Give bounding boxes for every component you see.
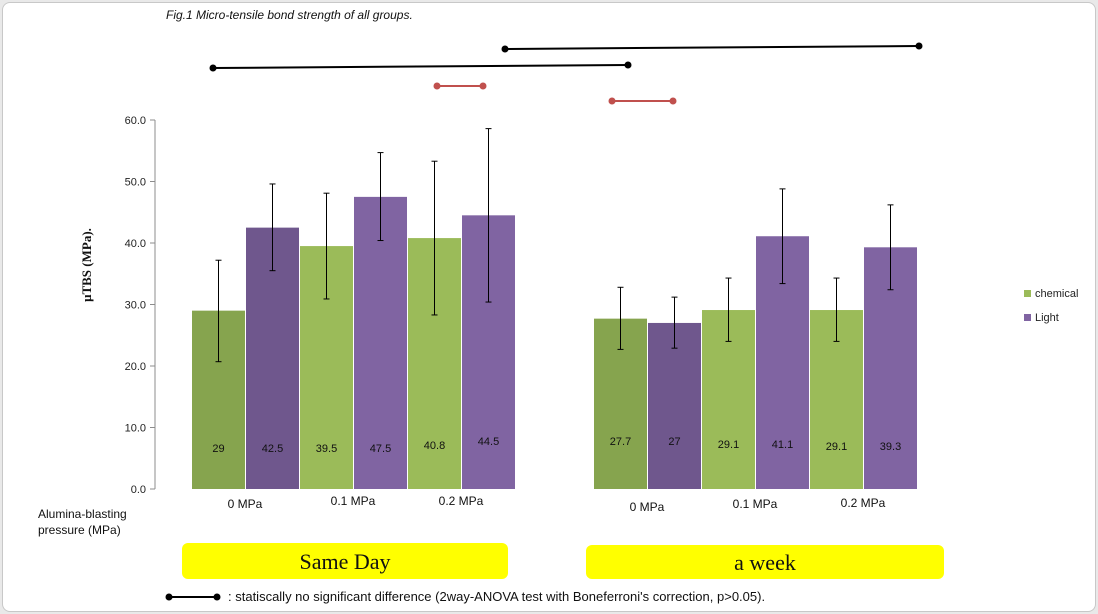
significance-endpoint	[608, 97, 616, 105]
category-label: 0 MPa	[228, 497, 263, 511]
category-label: 0.2 MPa	[439, 494, 484, 508]
significance-brackets	[209, 42, 923, 105]
footnote-text: : statiscally no significant difference …	[228, 589, 765, 604]
y-tick-label: 60.0	[125, 115, 146, 127]
error-bars	[215, 128, 894, 363]
significance-endpoint	[209, 64, 217, 72]
y-tick-label: 10.0	[125, 423, 146, 435]
bar-light-a-week-0	[648, 322, 701, 489]
significance-endpoint	[624, 61, 632, 69]
data-labels: 29 42.5 39.5 47.5 40.8 44.5 27.7 27 29.1 41.1 29.1…	[212, 436, 901, 455]
data-label: 41.1	[772, 439, 793, 451]
y-axis: 0.0 10.0 20.0 30.0 40.0 50.0 60.0	[125, 115, 156, 496]
data-label: 27.7	[610, 436, 631, 448]
category-label: 0.1 MPa	[733, 497, 778, 511]
category-label: 0.1 MPa	[331, 494, 376, 508]
data-label: 39.5	[316, 443, 337, 455]
x-axis-title-line-2: pressure (MPa)	[38, 523, 121, 537]
y-tick-label: 20.0	[125, 361, 146, 373]
group-label: a week	[734, 550, 796, 575]
data-label: 47.5	[370, 443, 391, 455]
significance-endpoint	[433, 82, 441, 90]
footnote-line-endpoint-left	[165, 593, 173, 601]
data-label: 27	[668, 436, 680, 448]
group-box-same-day	[182, 543, 508, 579]
data-label: 29.1	[826, 441, 847, 453]
y-tick-label: 40.0	[125, 238, 146, 250]
chart-canvas: Fig.1 Micro-tensile bond strength of all…	[38, 8, 1078, 604]
x-axis-title-line-1: Alumina-blasting	[38, 507, 127, 521]
y-tick-label: 0.0	[131, 484, 146, 496]
legend-swatch-chemical	[1024, 290, 1031, 297]
data-label: 39.3	[880, 441, 901, 453]
data-label: 42.5	[262, 443, 283, 455]
significance-endpoint	[915, 42, 923, 50]
group-box-a-week	[586, 545, 944, 579]
group-boxes: Same Day a week	[182, 543, 944, 579]
y-tick-label: 50.0	[125, 177, 146, 189]
figure-title: Fig.1 Micro-tensile bond strength of all…	[166, 8, 413, 22]
significance-line	[504, 45, 920, 50]
data-label: 44.5	[478, 436, 499, 448]
data-label: 40.8	[424, 440, 445, 452]
legend-label: chemical	[1035, 288, 1078, 300]
category-labels: 0 MPa 0.1 MPa 0.2 MPa 0 MPa 0.1 MPa 0.2 MPa	[228, 494, 886, 514]
significance-endpoint	[479, 82, 487, 90]
significance-line	[212, 64, 629, 69]
category-label: 0.2 MPa	[841, 496, 886, 510]
group-label: Same Day	[299, 549, 390, 574]
y-axis-title: μTBS (MPa).	[79, 228, 94, 302]
data-label: 29.1	[718, 439, 739, 451]
legend-swatch-light	[1024, 314, 1031, 321]
bar-light-same-day-1	[354, 196, 407, 489]
footnote-line-endpoint-right	[213, 593, 221, 601]
legend-label: Light	[1035, 312, 1059, 324]
category-label: 0 MPa	[630, 500, 665, 514]
footnote: : statiscally no significant difference …	[165, 589, 765, 604]
bar-light-same-day-0	[246, 227, 299, 489]
y-tick-label: 30.0	[125, 300, 146, 312]
legend: chemical Light	[1024, 288, 1078, 324]
data-label: 29	[212, 443, 224, 455]
significance-endpoint	[669, 97, 677, 105]
significance-endpoint	[501, 45, 509, 53]
